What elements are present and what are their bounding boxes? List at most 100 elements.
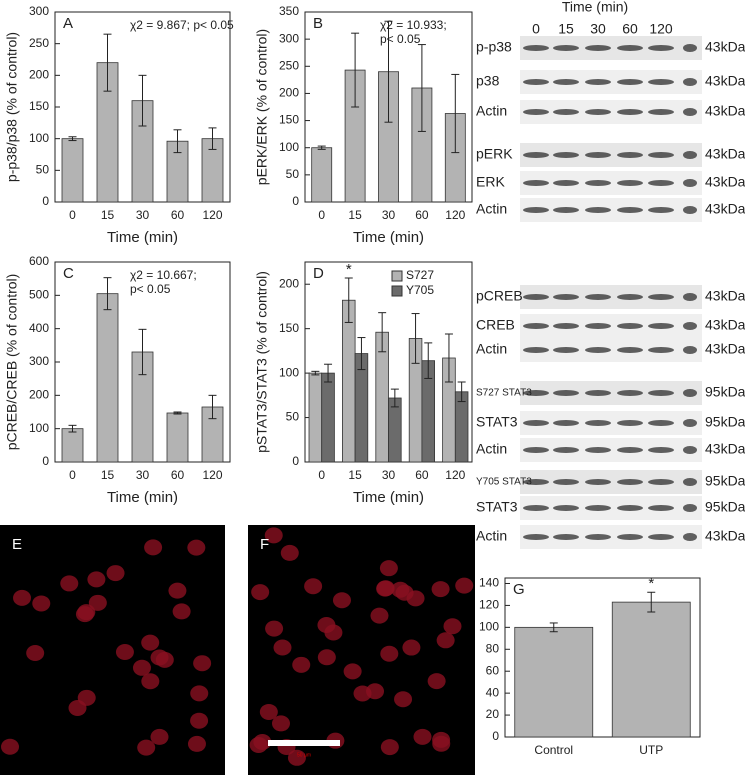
marker-band <box>683 108 697 116</box>
nucleus <box>427 673 446 690</box>
nucleus <box>402 639 421 656</box>
band <box>648 79 674 85</box>
band <box>648 420 674 426</box>
band <box>617 323 643 329</box>
band <box>553 79 579 85</box>
band <box>617 534 643 540</box>
nucleus <box>251 584 270 601</box>
nucleus <box>431 581 450 598</box>
y-axis-label: pSTAT3/STAT3 (% of control) <box>254 271 270 453</box>
band <box>617 79 643 85</box>
bar <box>166 412 189 463</box>
band <box>585 534 611 540</box>
nucleus <box>332 592 351 609</box>
marker-band <box>683 346 697 354</box>
y-tick-label: 150 <box>279 113 299 127</box>
y-tick-label: 100 <box>279 365 299 379</box>
nucleus <box>264 527 283 544</box>
band <box>553 294 579 300</box>
y-tick-label: 40 <box>486 685 500 699</box>
marker-band <box>683 419 697 427</box>
y-tick-label: 50 <box>286 167 300 181</box>
band <box>585 180 611 186</box>
panel-label: D <box>313 265 324 282</box>
error-bar <box>138 74 147 127</box>
band <box>553 347 579 353</box>
error-bar <box>457 381 466 403</box>
band <box>585 505 611 511</box>
y-tick-label: 250 <box>279 58 299 72</box>
band <box>617 45 643 51</box>
marker-band <box>683 389 697 397</box>
y-tick-label: 200 <box>29 388 49 402</box>
band <box>648 45 674 51</box>
x-tick-label: 0 <box>69 468 76 482</box>
y-tick-label: 140 <box>479 576 499 590</box>
annotation: p< 0.05 <box>380 32 421 46</box>
band <box>553 390 579 396</box>
error-bar <box>344 277 353 323</box>
blot-size: 43kDa <box>705 174 745 190</box>
band <box>523 79 549 85</box>
lane-label: 0 <box>532 21 540 37</box>
blot-row-label: pCREB <box>476 288 523 304</box>
band <box>553 505 579 511</box>
blot-size: 95kDa <box>705 384 745 400</box>
y-tick-label: 250 <box>29 36 49 50</box>
nucleus <box>304 578 323 595</box>
x-tick-label: 60 <box>415 208 429 222</box>
marker-band <box>683 78 697 86</box>
nucleus <box>413 728 432 745</box>
blot-row-label: Actin <box>476 441 507 457</box>
error-bar <box>411 313 420 364</box>
y-tick-label: 300 <box>279 31 299 45</box>
band <box>617 207 643 213</box>
error-bar <box>357 337 366 371</box>
panel-label: C <box>63 265 74 282</box>
blot-row-label: Actin <box>476 103 507 119</box>
blot-row-label: Actin <box>476 341 507 357</box>
error-bar <box>451 73 460 154</box>
nucleus <box>380 645 399 662</box>
lane-label: 30 <box>590 21 606 37</box>
marker-band <box>683 504 697 512</box>
y-tick-label: 50 <box>286 410 300 424</box>
nucleus <box>190 712 209 729</box>
y-tick-label: 150 <box>29 99 49 113</box>
band <box>523 390 549 396</box>
error-bar <box>68 424 77 433</box>
blot-size: 43kDa <box>705 441 745 457</box>
band <box>617 479 643 485</box>
nucleus <box>317 617 336 634</box>
nucleus <box>271 715 290 732</box>
y-tick-label: 100 <box>29 421 49 435</box>
band <box>585 390 611 396</box>
x-axis-label: Time (min) <box>107 229 178 246</box>
blot-row-label: ERK <box>476 174 505 190</box>
nucleus <box>259 703 278 720</box>
error-bar <box>444 333 453 383</box>
error-bar <box>68 136 77 142</box>
error-bar <box>424 342 433 379</box>
nucleus <box>32 595 51 612</box>
band <box>617 152 643 158</box>
image-label: F <box>260 536 269 553</box>
band <box>648 152 674 158</box>
band <box>585 45 611 51</box>
blot-size: 43kDa <box>705 73 745 89</box>
y-tick-label: 200 <box>279 86 299 100</box>
error-bar <box>647 591 656 613</box>
band <box>648 180 674 186</box>
nucleus <box>106 565 125 582</box>
band <box>523 479 549 485</box>
image-label: E <box>12 536 22 553</box>
y-tick-label: 0 <box>292 454 299 468</box>
error-bar <box>138 328 147 376</box>
band <box>523 447 549 453</box>
marker-band <box>683 151 697 159</box>
band <box>585 79 611 85</box>
marker-band <box>683 293 697 301</box>
band <box>553 479 579 485</box>
nucleus <box>287 749 306 766</box>
